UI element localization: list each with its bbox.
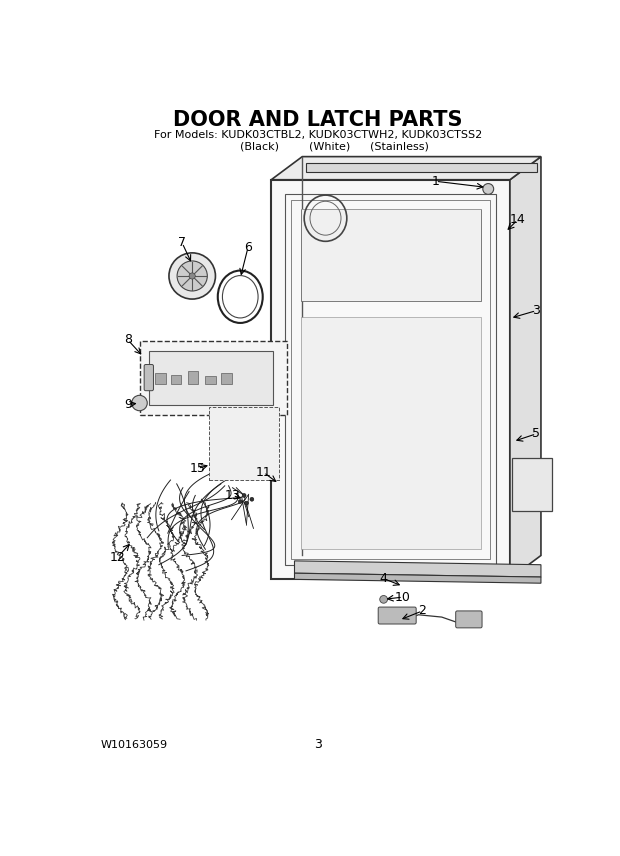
Text: (White): (White) [309, 141, 350, 152]
Polygon shape [272, 180, 510, 579]
Bar [155, 373, 166, 383]
Text: 13: 13 [224, 489, 241, 502]
Bar [149, 351, 273, 405]
Circle shape [483, 183, 494, 194]
Circle shape [169, 253, 216, 299]
Text: 5: 5 [533, 427, 540, 440]
Text: 3: 3 [533, 304, 540, 317]
Text: W10163059: W10163059 [100, 740, 168, 750]
Text: (Black): (Black) [240, 141, 279, 152]
Text: 4: 4 [379, 572, 388, 586]
Polygon shape [294, 574, 541, 583]
Text: 7: 7 [178, 236, 186, 249]
Bar [140, 342, 286, 414]
Text: 2: 2 [418, 604, 427, 617]
Text: 10: 10 [395, 591, 411, 603]
Text: 12: 12 [110, 550, 126, 563]
Text: 15: 15 [190, 462, 206, 475]
Polygon shape [301, 209, 480, 301]
Bar [210, 407, 279, 480]
Bar [205, 376, 216, 383]
Polygon shape [272, 157, 541, 180]
Circle shape [238, 500, 242, 503]
Circle shape [379, 596, 388, 603]
Circle shape [131, 395, 148, 411]
Text: 11: 11 [255, 466, 272, 479]
Circle shape [250, 497, 254, 502]
Text: For Models: KUDK03CTBL2, KUDK03CTWH2, KUDK03CTSS2: For Models: KUDK03CTBL2, KUDK03CTWH2, KU… [154, 130, 482, 140]
Text: 3: 3 [314, 739, 322, 752]
FancyBboxPatch shape [144, 365, 153, 390]
Text: 6: 6 [244, 241, 252, 254]
Circle shape [242, 494, 246, 497]
FancyBboxPatch shape [456, 611, 482, 627]
Bar [221, 373, 232, 383]
Text: 1: 1 [432, 175, 440, 187]
Polygon shape [294, 561, 541, 577]
Bar [170, 375, 181, 383]
FancyBboxPatch shape [378, 607, 416, 624]
Circle shape [244, 502, 249, 505]
Circle shape [177, 261, 207, 291]
Polygon shape [301, 317, 480, 550]
Bar [512, 459, 552, 511]
Text: DOOR AND LATCH PARTS: DOOR AND LATCH PARTS [173, 110, 463, 129]
Polygon shape [510, 157, 541, 579]
Text: eReplacementParts.com: eReplacementParts.com [241, 427, 394, 440]
Text: 9: 9 [124, 398, 132, 411]
Bar [187, 372, 198, 383]
Text: 8: 8 [124, 333, 132, 347]
Polygon shape [306, 163, 537, 172]
Text: 14: 14 [510, 213, 526, 226]
Text: (Stainless): (Stainless) [370, 141, 428, 152]
Circle shape [189, 273, 195, 279]
